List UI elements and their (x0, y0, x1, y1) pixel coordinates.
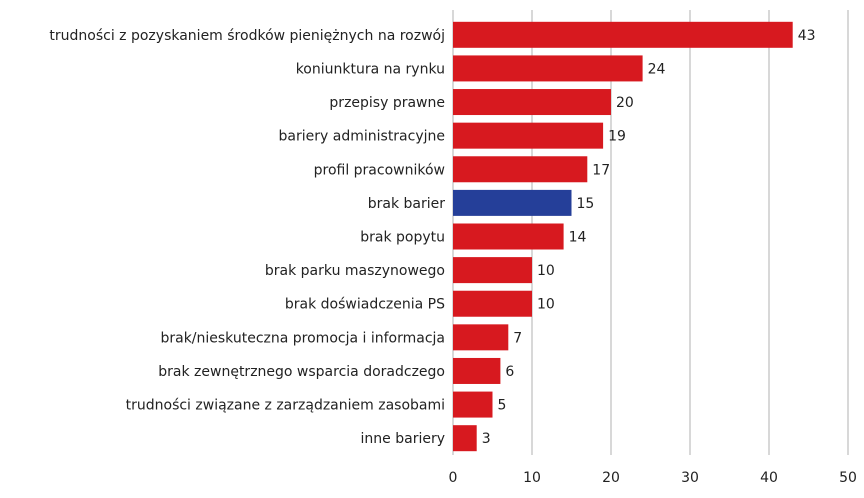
data-label: 5 (498, 398, 507, 414)
y-tick-label: przepisy prawne (329, 95, 445, 111)
bar (453, 391, 493, 418)
data-label: 15 (577, 196, 595, 212)
y-tick-label: bariery administracyjne (279, 129, 445, 145)
y-tick-label: brak popytu (360, 230, 445, 246)
data-label: 19 (608, 129, 626, 145)
bar (453, 357, 501, 384)
y-tick-label: brak parku maszynowego (265, 263, 445, 279)
data-label: 3 (482, 431, 491, 447)
data-label: 17 (592, 162, 610, 178)
x-tick-label: 20 (602, 470, 620, 486)
bar (453, 324, 509, 351)
bar (453, 290, 532, 317)
x-tick-label: 50 (839, 470, 857, 486)
bar (453, 156, 588, 183)
y-tick-label: inne bariery (361, 431, 445, 447)
y-tick-label: brak/nieskuteczna promocja i informacja (160, 330, 445, 346)
y-tick-label: brak doświadczenia PS (285, 297, 445, 313)
data-label: 10 (537, 297, 555, 313)
x-tick-label: 40 (760, 470, 778, 486)
data-label: 6 (505, 364, 514, 380)
bar (453, 21, 793, 48)
y-tick-label: profil pracowników (314, 162, 445, 178)
bar (453, 122, 604, 149)
bar (453, 223, 564, 250)
y-tick-label: koniunktura na rynku (296, 61, 445, 77)
y-tick-label: brak zewnętrznego wsparcia doradczego (158, 364, 445, 380)
bar (453, 189, 572, 216)
data-label: 43 (798, 28, 816, 44)
x-tick-label: 30 (681, 470, 699, 486)
y-tick-label: trudności z pozyskaniem środków pieniężn… (49, 28, 445, 44)
bar (453, 55, 643, 82)
data-label: 24 (648, 61, 666, 77)
x-tick-label: 10 (523, 470, 541, 486)
x-tick-label: 0 (449, 470, 458, 486)
y-tick-label: brak barier (368, 196, 446, 212)
y-tick-label: trudności związane z zarządzaniem zasoba… (126, 398, 445, 414)
data-label: 7 (513, 330, 522, 346)
data-label: 10 (537, 263, 555, 279)
bar (453, 425, 477, 452)
bar (453, 89, 611, 116)
bar (453, 257, 532, 284)
data-label: 14 (569, 230, 587, 246)
data-label: 20 (616, 95, 634, 111)
